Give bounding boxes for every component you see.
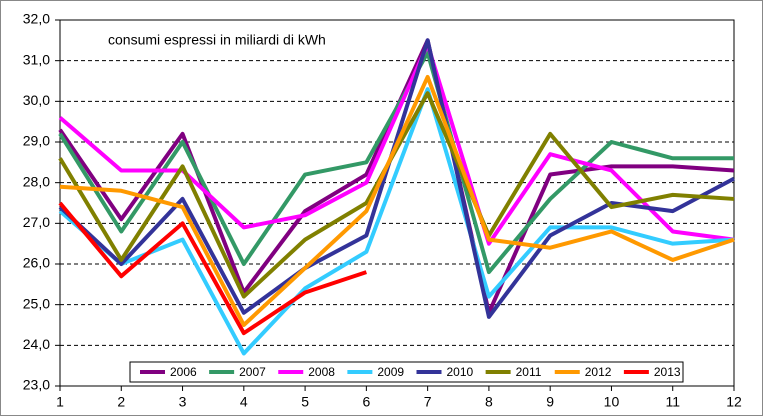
y-tick-label: 24,0	[23, 336, 50, 352]
legend-label: 2008	[308, 365, 335, 379]
legend-label: 2011	[516, 365, 542, 379]
x-tick-label: 3	[179, 394, 187, 410]
y-tick-label: 26,0	[23, 255, 50, 271]
x-tick-label: 9	[546, 394, 554, 410]
series-line	[58, 201, 367, 336]
legend-label: 2013	[654, 365, 681, 379]
y-tick-label: 28,0	[23, 173, 50, 189]
x-tick-label: 2	[117, 394, 125, 410]
y-tick-label: 27,0	[23, 214, 50, 230]
series-line	[58, 87, 735, 356]
y-tick-label: 25,0	[23, 295, 50, 311]
y-tick-label: 29,0	[23, 133, 50, 149]
legend-label: 2007	[239, 365, 266, 379]
x-tick-label: 12	[726, 394, 742, 410]
x-tick-label: 4	[240, 394, 248, 410]
legend-box	[129, 361, 684, 383]
series-line	[59, 74, 735, 327]
series-line	[58, 50, 734, 275]
x-tick-label: 7	[424, 394, 432, 410]
x-tick-label: 10	[604, 394, 620, 410]
y-tick-label: 32,0	[23, 11, 50, 27]
legend-label: 2012	[585, 365, 612, 379]
legend-label: 2009	[377, 365, 404, 379]
annotation: consumi espressi in miliardi di kWh	[108, 32, 326, 48]
y-tick-label: 30,0	[23, 92, 50, 108]
legend-label: 2006	[170, 365, 197, 379]
x-tick-label: 8	[485, 394, 493, 410]
x-tick-label: 6	[362, 394, 370, 410]
y-tick-label: 31,0	[23, 51, 50, 67]
y-tick-label: 23,0	[23, 377, 50, 393]
x-tick-label: 1	[56, 394, 64, 410]
legend-label: 2010	[447, 365, 474, 379]
x-tick-label: 5	[301, 394, 309, 410]
x-tick-label: 11	[665, 394, 680, 410]
series-line	[58, 42, 735, 246]
